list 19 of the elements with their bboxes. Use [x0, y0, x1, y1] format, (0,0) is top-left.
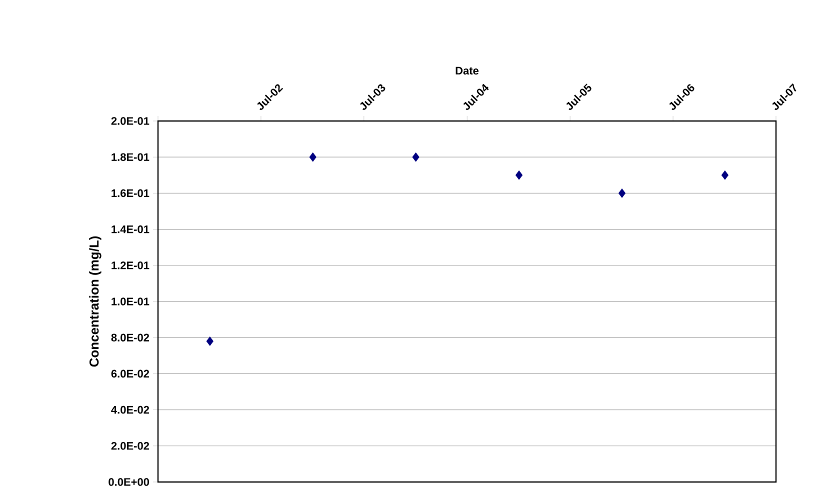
y-tick-label: 2.0E-02: [111, 442, 150, 450]
y-tick-label: 6.0E-02: [111, 370, 150, 378]
point: [412, 152, 420, 162]
y-tick-label: 4.0E-02: [111, 406, 150, 414]
point: [206, 336, 214, 346]
y-tick-label: 1.2E-01: [112, 262, 150, 270]
x-axis-title: Date: [456, 66, 479, 75]
y-tick-label: 8.0E-02: [111, 334, 150, 342]
y-tick-label: 1.6E-01: [112, 189, 150, 198]
y-tick-label: 0.0E+00: [108, 478, 150, 486]
y-tick-label: 2.0E-01: [111, 117, 150, 125]
point: [618, 188, 626, 198]
point: [721, 170, 729, 180]
y-tick-label: 1.0E-01: [112, 298, 150, 306]
point: [515, 170, 523, 180]
point: [309, 152, 316, 162]
y-tick-label: 1.4E-01: [112, 225, 150, 234]
y-tick-label: 1.8E-01: [112, 153, 150, 161]
y-axis-title: Concentration (mg/L): [89, 236, 102, 367]
